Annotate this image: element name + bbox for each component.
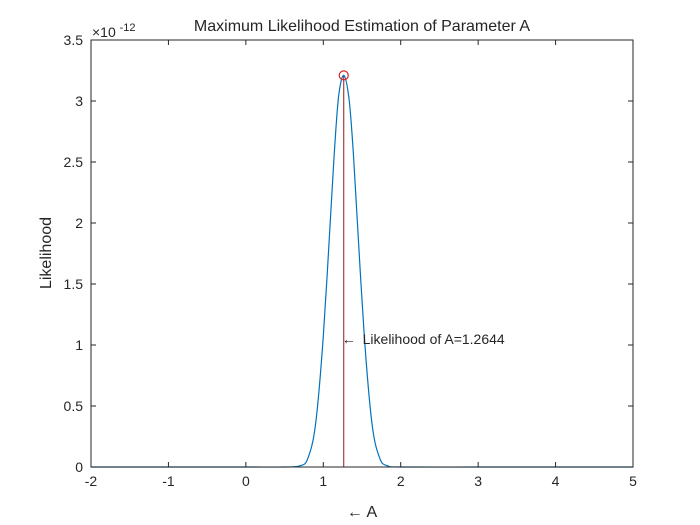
x-tick-label: -1 <box>162 473 175 489</box>
y-tick-label: 2 <box>75 215 83 231</box>
peak-marker <box>338 70 349 81</box>
x-tick-label: 5 <box>629 473 637 489</box>
y-axis-label: Likelihood <box>38 217 55 289</box>
annotation-arrow: ← <box>342 331 356 347</box>
x-tick-label: 4 <box>552 473 560 489</box>
y-tick-label: 0.5 <box>64 398 84 414</box>
chart-title: Maximum Likelihood Estimation of Paramet… <box>194 18 530 35</box>
x-tick-label: -2 <box>85 473 98 489</box>
y-tick-label: 2.5 <box>64 154 84 170</box>
y-exponent-power: -12 <box>120 22 136 34</box>
y-exponent-label: ×10 -12 <box>92 22 136 40</box>
x-tick-label: 2 <box>397 473 405 489</box>
plot-area <box>91 40 633 467</box>
peak-annotation: ← Likelihood of A=1.2644 <box>342 331 505 347</box>
y-tick-label: 1.5 <box>64 276 84 292</box>
y-exponent-base: ×10 <box>92 24 116 40</box>
y-tick-label: 3.5 <box>64 32 84 48</box>
x-tick-label: 1 <box>319 473 327 489</box>
y-tick-label: 3 <box>75 93 83 109</box>
x-axis-label: ← A <box>347 504 378 521</box>
axis-ticks: -2 -1 0 1 2 3 4 5 0 0.5 1 1.5 2 2.5 3 3.5 <box>64 32 638 489</box>
annotation-label: Likelihood of A=1.2644 <box>363 331 505 347</box>
x-tick-label: 0 <box>242 473 250 489</box>
y-tick-label: 1 <box>75 337 83 353</box>
y-tick-label: 0 <box>75 459 83 475</box>
x-tick-label: 3 <box>474 473 482 489</box>
axes-box <box>90 39 634 468</box>
